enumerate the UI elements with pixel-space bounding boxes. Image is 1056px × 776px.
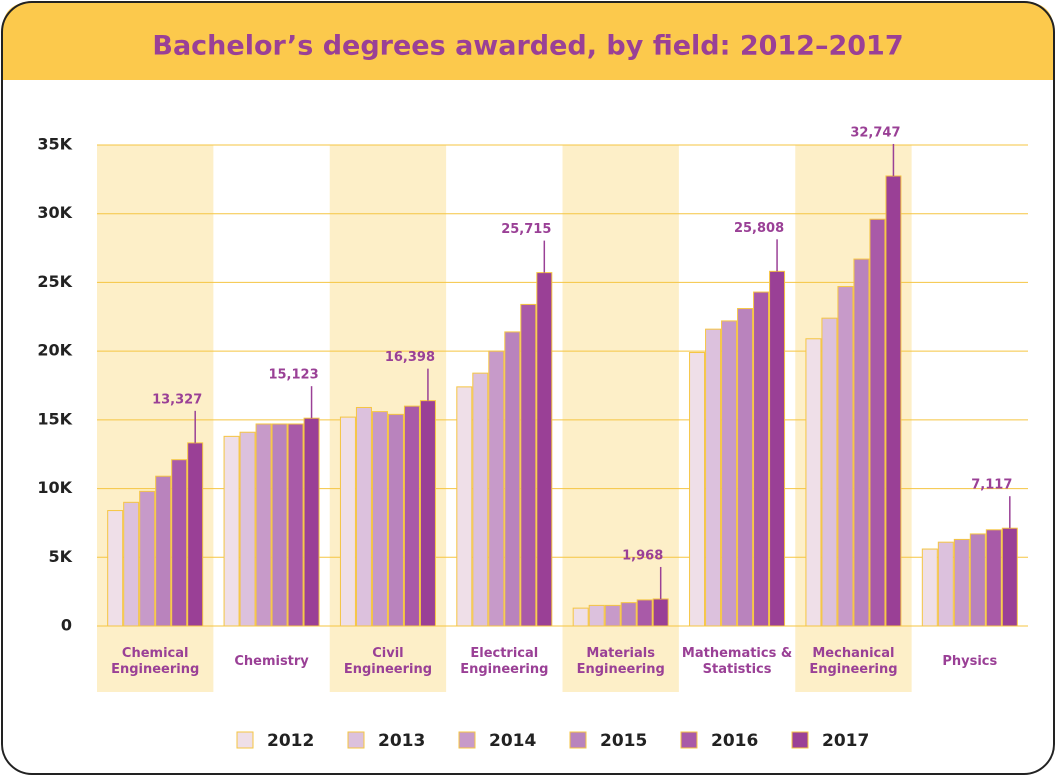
bar bbox=[869, 218, 886, 627]
bar bbox=[885, 175, 902, 627]
bar bbox=[921, 548, 938, 627]
bar bbox=[953, 538, 970, 627]
bar bbox=[403, 405, 420, 627]
x-tick-label: Chemical Engineering bbox=[111, 646, 200, 677]
bar bbox=[737, 308, 754, 627]
bar bbox=[504, 331, 521, 627]
x-tick-label: Mechanical Engineering bbox=[809, 646, 898, 677]
legend-swatch bbox=[347, 731, 365, 749]
y-tick-label: 10K bbox=[37, 478, 72, 497]
bar bbox=[371, 411, 388, 627]
bar bbox=[239, 431, 256, 627]
bar bbox=[604, 604, 621, 627]
bar bbox=[339, 416, 356, 627]
legend-label: 2013 bbox=[378, 731, 425, 751]
y-tick-label: 15K bbox=[37, 409, 72, 428]
bar bbox=[419, 400, 436, 627]
legend-label: 2015 bbox=[600, 731, 647, 751]
header-band bbox=[2, 2, 1054, 80]
value-label: 1,968 bbox=[622, 548, 663, 563]
x-tick-label: Mathematics & Statistics bbox=[681, 646, 793, 677]
bar bbox=[488, 350, 505, 627]
bar bbox=[636, 599, 653, 627]
legend-label: 2016 bbox=[711, 731, 758, 751]
x-tick-label: Materials Engineering bbox=[576, 646, 665, 677]
bar bbox=[271, 423, 288, 627]
bar bbox=[985, 529, 1002, 627]
bar bbox=[705, 328, 722, 627]
bar bbox=[588, 604, 605, 627]
value-label: 25,808 bbox=[734, 221, 784, 236]
bar bbox=[303, 417, 320, 627]
bar bbox=[689, 352, 706, 627]
chart-title: Bachelor’s degrees awarded, by field: 20… bbox=[152, 31, 903, 62]
bar bbox=[753, 291, 770, 627]
y-tick-label: 25K bbox=[37, 272, 72, 291]
bar bbox=[572, 607, 589, 627]
y-tick-label: 0 bbox=[61, 616, 72, 635]
bar bbox=[255, 423, 272, 627]
bar bbox=[620, 602, 637, 627]
bar bbox=[769, 270, 786, 627]
bar bbox=[107, 510, 124, 627]
bar bbox=[837, 286, 854, 627]
bar bbox=[355, 406, 372, 627]
bar bbox=[456, 386, 473, 627]
y-tick-label: 5K bbox=[48, 547, 72, 566]
y-tick-label: 30K bbox=[37, 203, 72, 222]
legend-label: 2014 bbox=[489, 731, 536, 751]
x-tick-label: Physics bbox=[942, 654, 998, 669]
bar bbox=[123, 501, 140, 627]
bar bbox=[223, 435, 240, 627]
bar bbox=[937, 541, 954, 627]
legend-swatch bbox=[791, 731, 809, 749]
bar bbox=[853, 258, 870, 627]
value-label: 7,117 bbox=[971, 478, 1012, 493]
bar bbox=[821, 317, 838, 627]
legend-swatch bbox=[680, 731, 698, 749]
bar bbox=[287, 423, 304, 627]
legend-swatch bbox=[569, 731, 587, 749]
bar bbox=[652, 598, 669, 627]
x-tick-label: Civil Engineering bbox=[343, 646, 433, 677]
legend-label: 2017 bbox=[822, 731, 869, 751]
y-tick-label: 20K bbox=[37, 341, 72, 360]
value-label: 15,123 bbox=[268, 368, 318, 383]
bar bbox=[187, 442, 204, 627]
bar bbox=[139, 490, 156, 627]
legend-swatch bbox=[458, 731, 476, 749]
bar bbox=[969, 533, 986, 627]
bar bbox=[805, 338, 822, 627]
y-tick-label: 35K bbox=[37, 135, 72, 154]
bar bbox=[155, 475, 172, 627]
x-tick-label: Chemistry bbox=[234, 654, 309, 669]
bar bbox=[1001, 527, 1018, 627]
bar bbox=[536, 272, 553, 627]
bar bbox=[520, 303, 537, 627]
value-label: 32,747 bbox=[850, 125, 900, 140]
value-label: 16,398 bbox=[385, 350, 435, 365]
value-label: 25,715 bbox=[501, 222, 551, 237]
legend-label: 2012 bbox=[267, 731, 314, 751]
bar bbox=[721, 320, 738, 627]
x-tick-label: Electrical Engineering bbox=[460, 646, 549, 677]
bar bbox=[472, 372, 489, 627]
legend-swatch bbox=[236, 731, 254, 749]
bar bbox=[171, 459, 188, 627]
bar bbox=[387, 413, 404, 627]
value-label: 13,327 bbox=[152, 392, 202, 407]
